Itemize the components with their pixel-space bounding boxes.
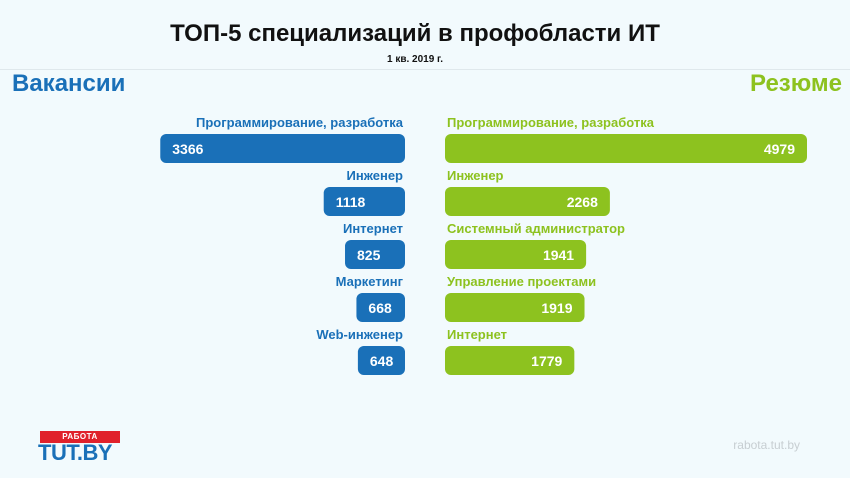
vacancy-value-label: 648 [370,353,394,369]
resume-category-label: Интернет [447,327,507,342]
vacancy-row: 825 Интернет [343,221,405,269]
vacancy-row: 668 Маркетинг [336,274,405,322]
resume-row: 1919 Управление проектами [445,274,596,322]
vacancy-value-label: 668 [368,300,392,316]
resume-value-label: 1919 [541,300,572,316]
vacancies-heading: Вакансии [12,70,126,97]
vacancy-bar [345,240,405,269]
vacancy-value-label: 825 [357,247,381,263]
vacancy-bar [160,134,405,163]
resume-bar [445,134,807,163]
resumes-heading: Резюме [750,70,842,97]
resume-row: 1941 Системный администратор [445,221,625,269]
chart-title: ТОП-5 специализаций в профобласти ИТ [170,20,660,47]
vacancy-category-label: Маркетинг [336,274,404,289]
vacancy-bar [323,187,405,216]
site-url: rabota.tut.by [733,438,800,452]
resume-value-label: 1779 [531,353,562,369]
vacancy-bar [357,346,405,375]
vacancy-category-label: Интернет [343,221,403,236]
logo-top-text: РАБОТА [62,432,98,441]
vacancy-category-label: Web-инженер [316,327,403,342]
resume-category-label: Системный администратор [447,221,625,236]
logo-main-text: TUT.BY [38,440,113,466]
resume-value-label: 4979 [764,141,795,157]
resume-row: 4979 Программирование, разработка [445,115,807,163]
chart-subtitle: 1 кв. 2019 г. [386,54,443,65]
resume-bar [445,240,587,269]
resume-category-label: Программирование, разработка [447,115,655,130]
vacancy-category-label: Инженер [347,168,404,183]
vacancy-bar [356,293,405,322]
vacancy-category-label: Программирование, разработка [196,115,404,130]
resume-bar [445,187,610,216]
resume-row: 1779 Интернет [445,327,575,375]
resume-bar [445,293,585,322]
vacancy-value-label: 3366 [172,141,203,157]
resume-row: 2268 Инженер [445,168,610,216]
vacancy-row: 3366 Программирование, разработка [160,115,405,163]
resume-category-label: Инженер [447,168,504,183]
resume-bar [445,346,575,375]
header-divider [0,69,850,70]
resume-value-label: 1941 [543,247,574,263]
logo-by: .BY [76,440,113,465]
vacancy-row: 1118 Инженер [323,168,405,216]
resume-value-label: 2268 [567,194,598,210]
vacancy-value-label: 1118 [336,194,366,210]
logo-tut: TUT [38,440,77,465]
resume-category-label: Управление проектами [447,274,596,289]
vacancy-row: 648 Web-инженер [316,327,405,375]
